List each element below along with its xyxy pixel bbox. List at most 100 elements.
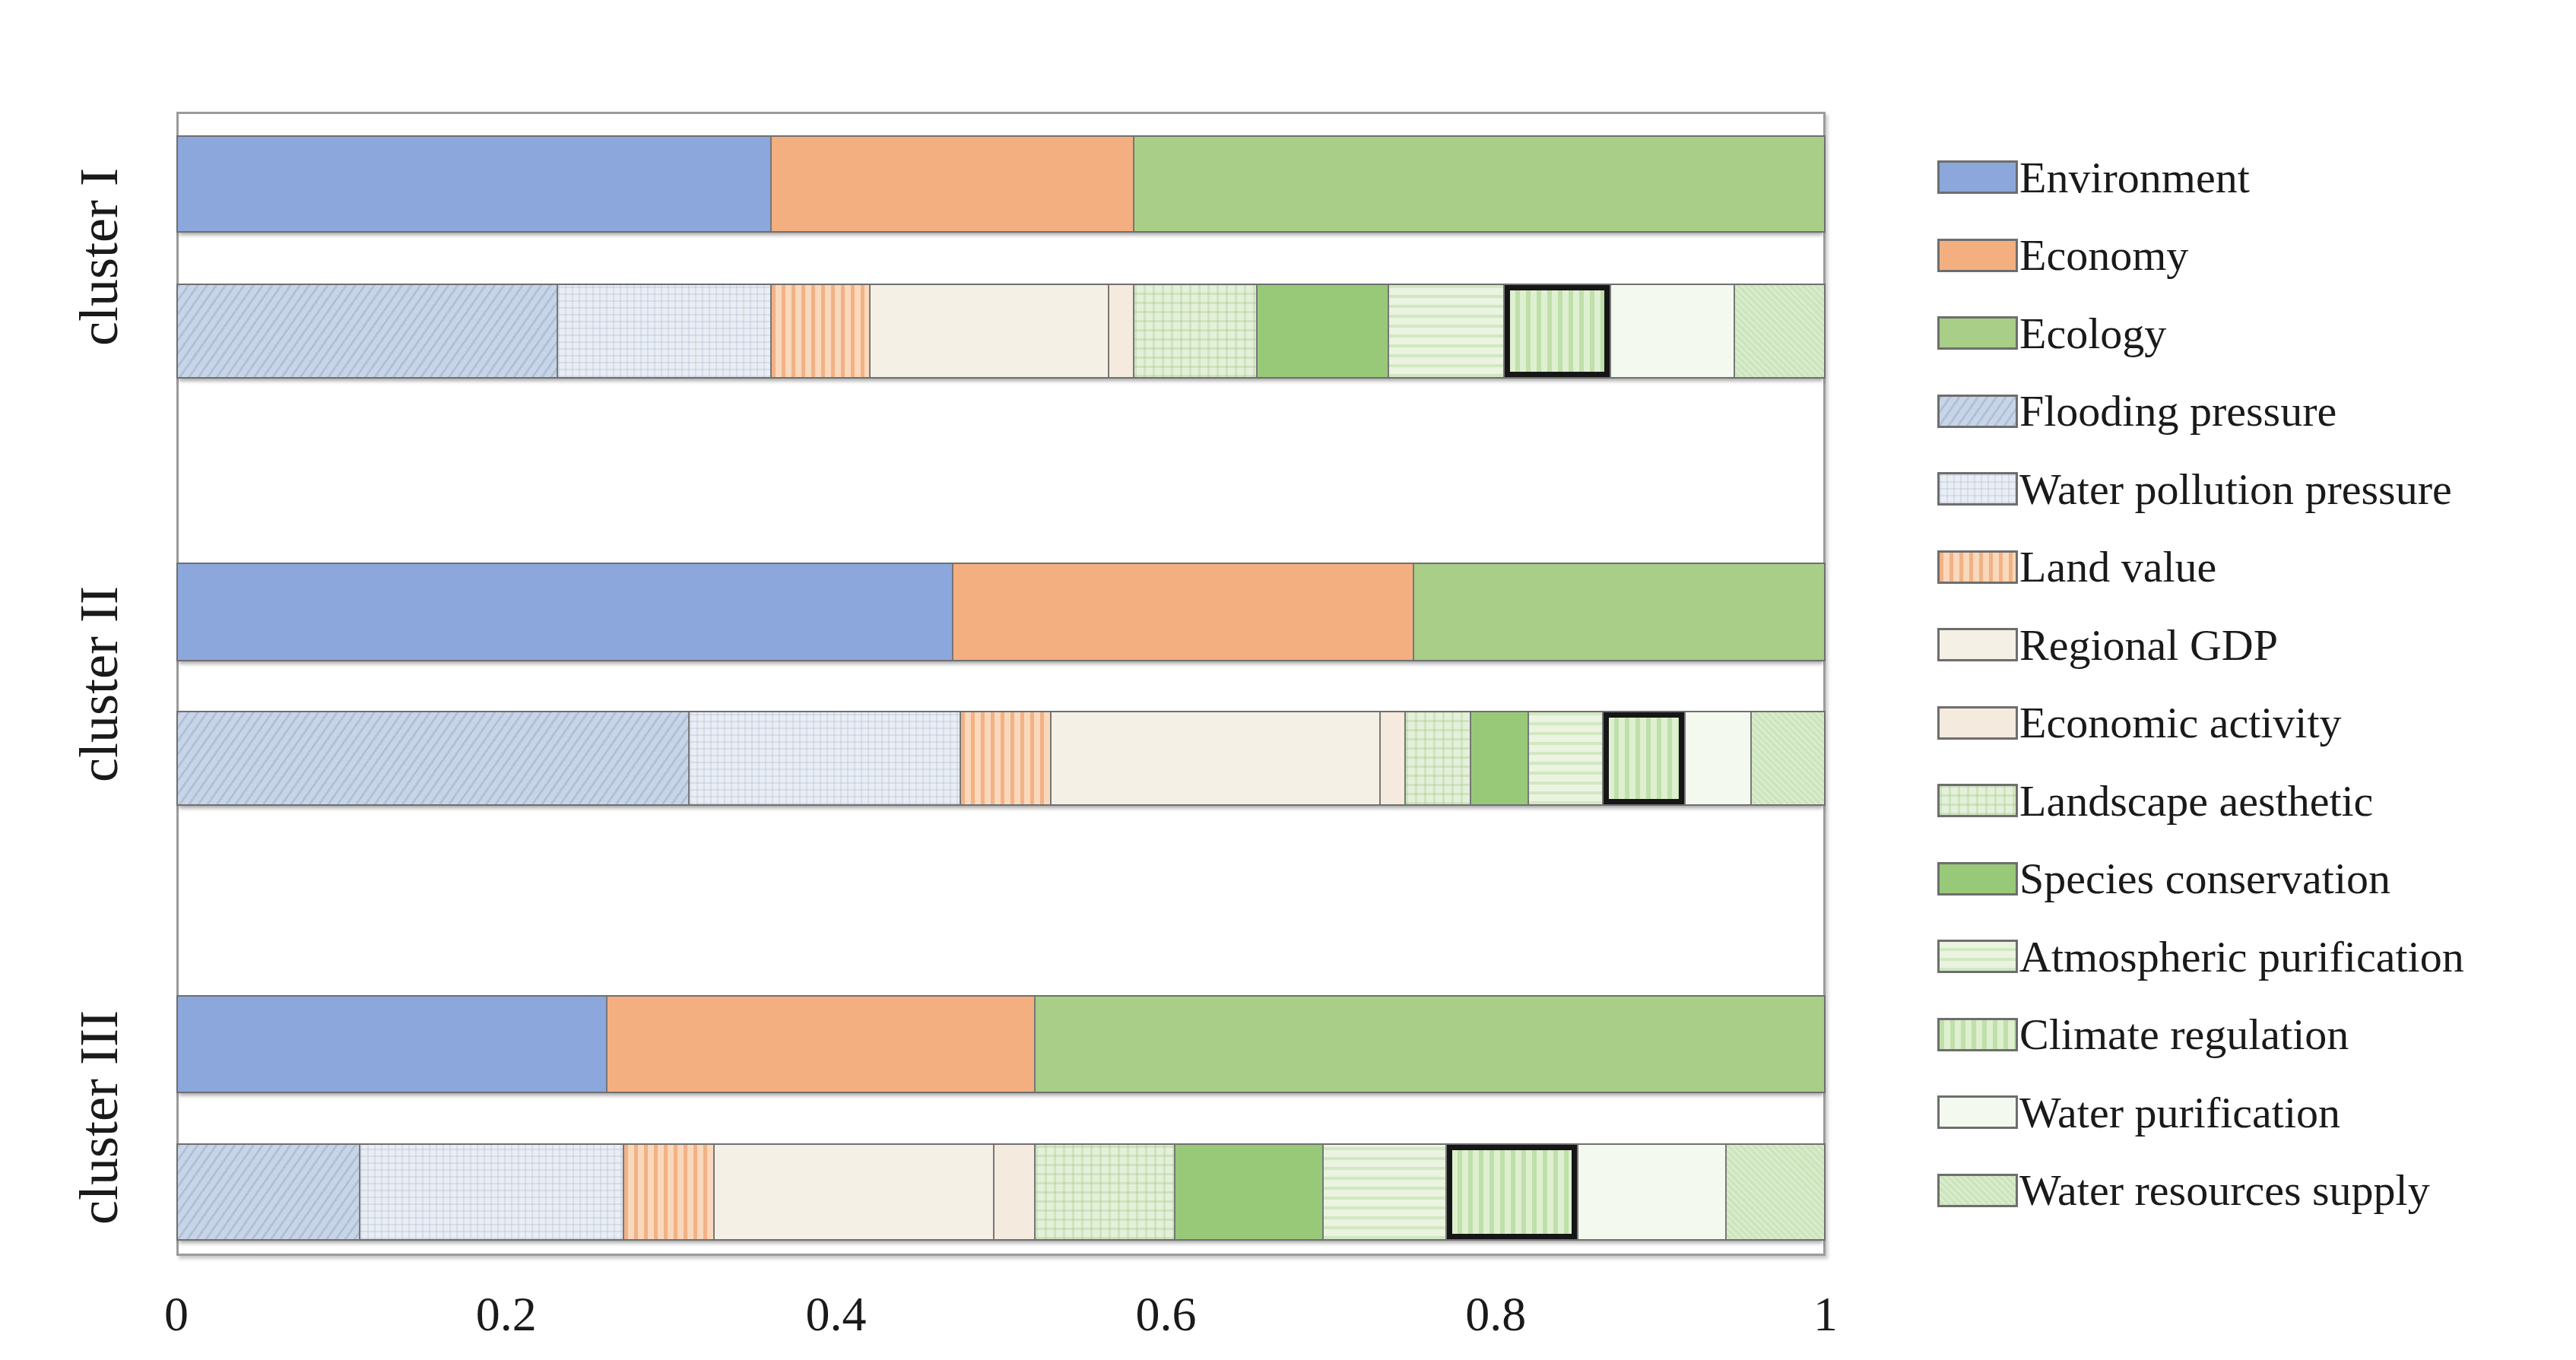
segment-regional_gdp (713, 1145, 993, 1239)
legend-swatch-economy (1937, 239, 2018, 272)
segment-environment (178, 997, 606, 1092)
segment-species_conservation (1256, 285, 1388, 377)
segment-water_pollution_pressure (688, 712, 960, 804)
stacked-bar-figure: cluster Icluster IIcluster III 0 0.2 0.4 0.… (0, 0, 2576, 1360)
legend-item-land_value: Land value (1937, 544, 2216, 591)
bar-cluster-ii-detail (176, 711, 1826, 806)
legend-label-landscape_aesthetic: Landscape aesthetic (2019, 775, 2373, 826)
legend-item-regional_gdp: Regional GDP (1937, 621, 2278, 668)
segment-water_resources_supply (1750, 712, 1824, 804)
legend-label-water_pollution_pressure: Water pollution pressure (2019, 464, 2452, 515)
legend-item-ecology: Ecology (1937, 309, 2166, 357)
legend-item-water_purification: Water purification (1937, 1089, 2340, 1136)
legend-item-economic_activity: Economic activity (1937, 699, 2342, 747)
x-tick-label-0: 0 (93, 1286, 260, 1355)
segment-flooding_pressure (178, 712, 688, 804)
legend-label-environment: Environment (2019, 152, 2250, 203)
x-tick-label-0.4: 0.4 (753, 1286, 920, 1355)
cluster-label-3: cluster III (65, 882, 133, 1353)
legend-swatch-economic_activity (1937, 706, 2018, 740)
segment-climate_regulation (1445, 1145, 1577, 1239)
segment-regional_gdp (1050, 712, 1379, 804)
bar-cluster-i-aggregate (176, 135, 1826, 233)
x-tick-label-0.2: 0.2 (423, 1286, 590, 1355)
segment-climate_regulation (1503, 285, 1610, 377)
segment-ecology (1133, 137, 1824, 231)
segment-species_conservation (1470, 712, 1528, 804)
segment-land_value (960, 712, 1050, 804)
legend-swatch-landscape_aesthetic (1937, 784, 2018, 817)
segment-water_resources_supply (1734, 285, 1824, 377)
legend-swatch-regional_gdp (1937, 628, 2018, 661)
segment-ecology (1034, 997, 1824, 1092)
bar-cluster-ii-aggregate (176, 563, 1826, 661)
segment-water_purification (1684, 712, 1750, 804)
segment-landscape_aesthetic (1133, 285, 1256, 377)
legend-swatch-water_resources_supply (1937, 1174, 2018, 1207)
segment-environment (178, 137, 770, 231)
legend-swatch-water_pollution_pressure (1937, 472, 2018, 506)
legend-swatch-water_purification (1937, 1095, 2018, 1129)
segment-water_purification (1577, 1145, 1725, 1239)
legend-label-atmospheric_purification: Atmospheric purification (2019, 931, 2464, 982)
bar-cluster-i-detail (176, 284, 1826, 379)
segment-economic_activity (1379, 712, 1404, 804)
legend-item-climate_regulation: Climate regulation (1937, 1011, 2349, 1058)
segment-flooding_pressure (178, 1145, 359, 1239)
legend-swatch-flooding_pressure (1937, 395, 2018, 428)
segment-economy (606, 997, 1034, 1092)
legend-label-species_conservation: Species conservation (2019, 853, 2390, 904)
legend-swatch-environment (1937, 160, 2018, 194)
legend-label-economic_activity: Economic activity (2019, 697, 2342, 748)
legend-item-water_resources_supply: Water resources supply (1937, 1167, 2430, 1214)
segment-economic_activity (1108, 285, 1132, 377)
segment-climate_regulation (1602, 712, 1684, 804)
legend-label-land_value: Land value (2019, 541, 2216, 592)
legend-item-economy: Economy (1937, 232, 2188, 279)
legend-item-species_conservation: Species conservation (1937, 855, 2390, 902)
legend-item-landscape_aesthetic: Landscape aesthetic (1937, 777, 2373, 824)
legend-label-water_resources_supply: Water resources supply (2019, 1165, 2430, 1216)
legend-swatch-atmospheric_purification (1937, 940, 2018, 973)
segment-land_value (770, 285, 869, 377)
legend-swatch-ecology (1937, 316, 2018, 350)
legend-label-ecology: Ecology (2019, 308, 2166, 359)
legend-label-flooding_pressure: Flooding pressure (2019, 385, 2336, 436)
legend-swatch-species_conservation (1937, 862, 2018, 896)
segment-ecology (1413, 564, 1824, 660)
x-tick-label-1: 1 (1742, 1286, 1909, 1355)
bar-cluster-iii-aggregate (176, 995, 1826, 1093)
bar-cluster-iii-detail (176, 1143, 1826, 1241)
segment-economy (952, 564, 1413, 660)
cluster-label-2: cluster II (65, 449, 133, 920)
segment-economic_activity (993, 1145, 1034, 1239)
legend-item-environment: Environment (1937, 154, 2250, 201)
legend-label-climate_regulation: Climate regulation (2019, 1009, 2349, 1060)
segment-regional_gdp (869, 285, 1108, 377)
segment-species_conservation (1174, 1145, 1322, 1239)
segment-atmospheric_purification (1322, 1145, 1445, 1239)
segment-atmospheric_purification (1528, 712, 1601, 804)
legend-item-atmospheric_purification: Atmospheric purification (1937, 933, 2464, 980)
legend-label-regional_gdp: Regional GDP (2019, 620, 2278, 670)
segment-water_resources_supply (1725, 1145, 1824, 1239)
segment-flooding_pressure (178, 285, 557, 377)
segment-landscape_aesthetic (1404, 712, 1470, 804)
cluster-label-1: cluster I (65, 21, 133, 493)
legend-item-water_pollution_pressure: Water pollution pressure (1937, 465, 2452, 512)
legend-swatch-climate_regulation (1937, 1018, 2018, 1051)
segment-landscape_aesthetic (1034, 1145, 1174, 1239)
legend-item-flooding_pressure: Flooding pressure (1937, 388, 2336, 435)
segment-environment (178, 564, 952, 660)
legend-label-water_purification: Water purification (2019, 1087, 2340, 1138)
segment-economy (770, 137, 1132, 231)
segment-water_pollution_pressure (359, 1145, 622, 1239)
legend-label-economy: Economy (2019, 230, 2188, 281)
legend-swatch-land_value (1937, 550, 2018, 584)
x-tick-label-0.6: 0.6 (1082, 1286, 1249, 1355)
segment-water_pollution_pressure (557, 285, 770, 377)
segment-atmospheric_purification (1388, 285, 1503, 377)
segment-land_value (623, 1145, 713, 1239)
segment-water_purification (1610, 285, 1733, 377)
x-tick-label-0.8: 0.8 (1412, 1286, 1579, 1355)
